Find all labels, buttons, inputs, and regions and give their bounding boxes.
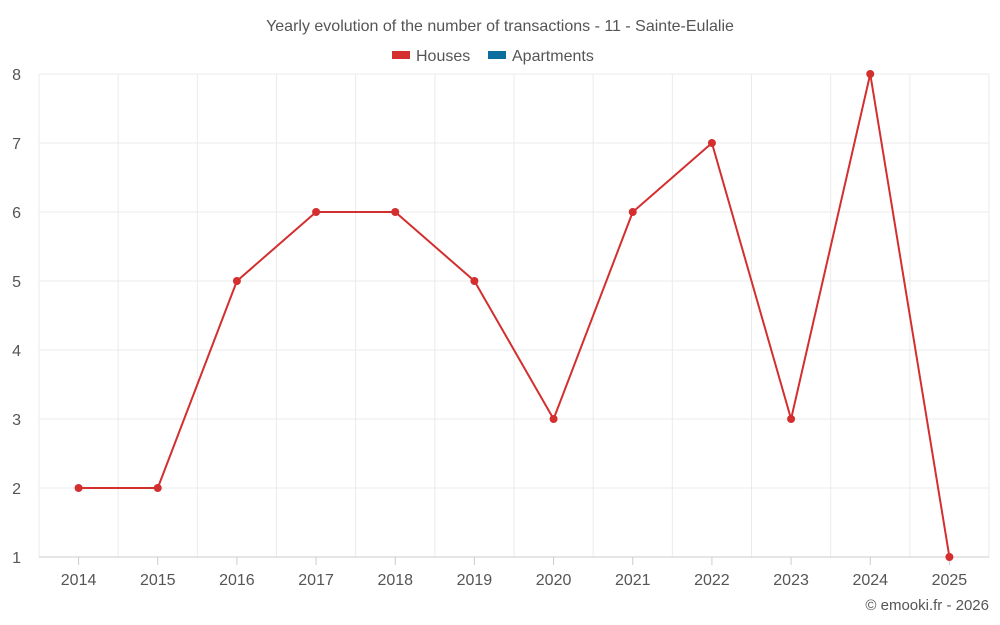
x-tick-label: 2017 bbox=[298, 572, 334, 589]
data-point-houses-2016[interactable] bbox=[232, 277, 241, 285]
legend-swatch-houses bbox=[392, 51, 410, 59]
data-point-houses-2014[interactable] bbox=[74, 484, 83, 492]
legend: Houses Apartments bbox=[392, 48, 594, 65]
x-tick-label: 2023 bbox=[773, 572, 809, 589]
y-tick-label: 3 bbox=[12, 412, 21, 429]
data-point-houses-2018[interactable] bbox=[391, 208, 400, 216]
x-tick-label: 2015 bbox=[140, 572, 176, 589]
data-point-houses-2024[interactable] bbox=[866, 70, 875, 78]
x-tick-label: 2020 bbox=[536, 572, 572, 589]
y-tick-label: 5 bbox=[12, 274, 21, 291]
x-tick-label: 2019 bbox=[457, 572, 493, 589]
y-tick-label: 4 bbox=[12, 343, 21, 360]
y-tick-label: 7 bbox=[12, 136, 21, 153]
x-axis: 2014 2015 2016 2017 2018 2019 2020 2021 2022 2023… bbox=[39, 556, 989, 589]
data-point-houses-2023[interactable] bbox=[787, 415, 796, 423]
legend-swatch-apartments bbox=[488, 51, 506, 59]
x-tick-label: 2025 bbox=[932, 572, 968, 589]
series-houses bbox=[74, 70, 954, 561]
y-tick-label: 2 bbox=[12, 481, 21, 498]
legend-label-apartments: Apartments bbox=[512, 48, 594, 65]
grid bbox=[38, 73, 990, 557]
x-tick-label: 2014 bbox=[61, 572, 97, 589]
data-point-houses-2019[interactable] bbox=[470, 277, 479, 285]
legend-item-houses[interactable]: Houses bbox=[392, 48, 470, 65]
data-point-houses-2020[interactable] bbox=[549, 415, 558, 423]
data-point-houses-2017[interactable] bbox=[312, 208, 321, 216]
data-point-houses-2025[interactable] bbox=[945, 553, 954, 561]
data-point-houses-2021[interactable] bbox=[628, 208, 637, 216]
data-point-houses-2015[interactable] bbox=[153, 484, 162, 492]
x-tick-label: 2016 bbox=[219, 572, 255, 589]
data-point-houses-2022[interactable] bbox=[707, 139, 716, 147]
legend-item-apartments[interactable]: Apartments bbox=[488, 48, 594, 65]
chart-title: Yearly evolution of the number of transa… bbox=[266, 18, 734, 35]
x-tick-label: 2022 bbox=[694, 572, 730, 589]
series-line-houses bbox=[78, 73, 951, 558]
x-tick-label: 2021 bbox=[615, 572, 651, 589]
y-tick-label: 8 bbox=[12, 67, 21, 84]
y-tick-label: 1 bbox=[12, 550, 21, 567]
y-tick-label: 6 bbox=[12, 205, 21, 222]
y-axis: 1 2 3 4 5 6 7 8 bbox=[12, 67, 21, 567]
x-tick-label: 2024 bbox=[852, 572, 888, 589]
legend-label-houses: Houses bbox=[416, 48, 470, 65]
credit-text: © emooki.fr - 2026 bbox=[865, 597, 989, 614]
x-tick-label: 2018 bbox=[377, 572, 413, 589]
